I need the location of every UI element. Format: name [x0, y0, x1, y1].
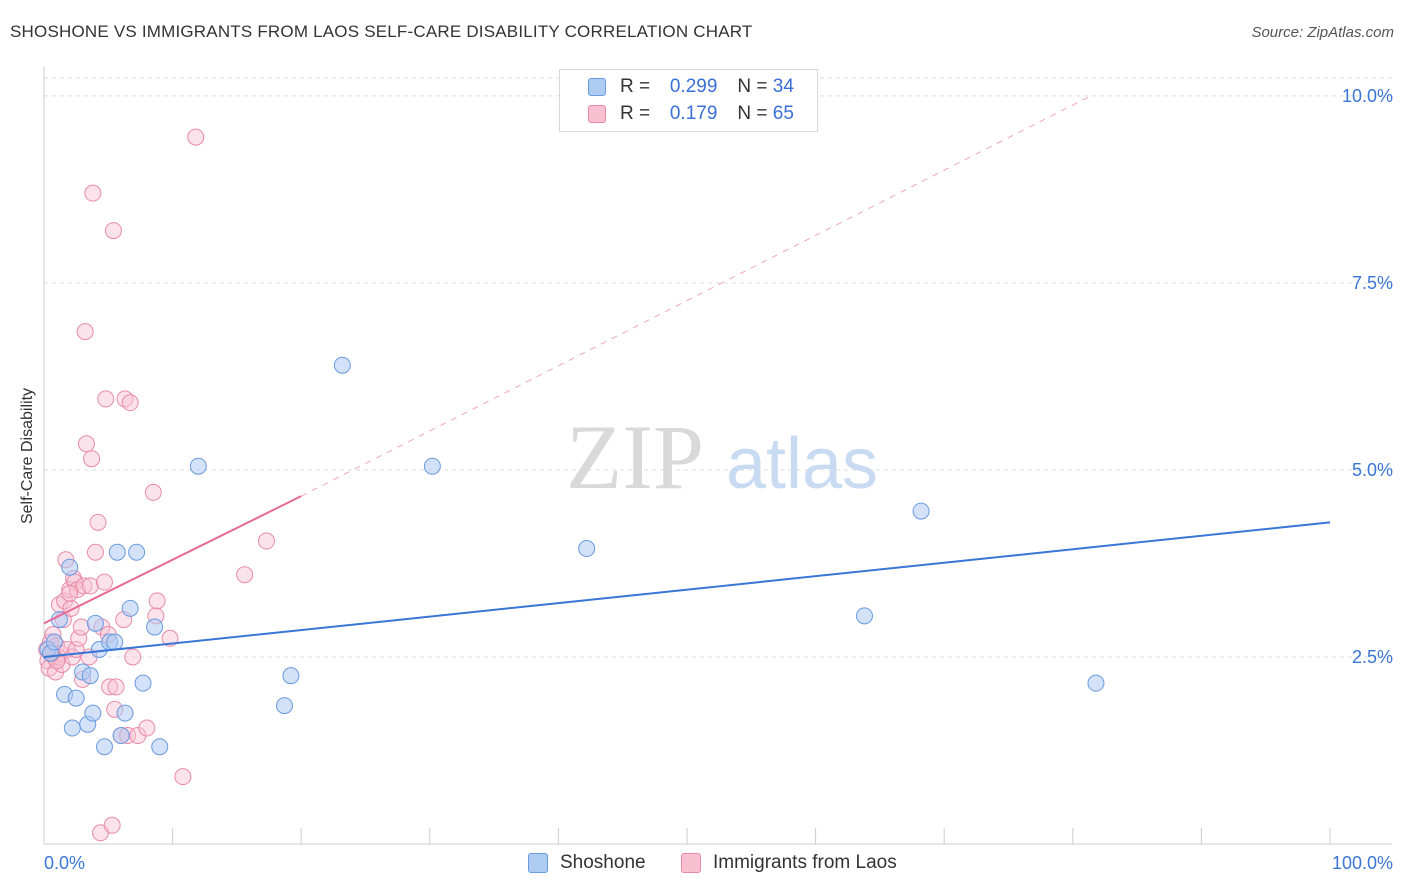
legend-swatch-shoshone: [588, 78, 606, 96]
point-laos: [77, 435, 95, 453]
y-tick-label: 10.0%: [1342, 86, 1393, 106]
point-shoshone: [275, 697, 293, 715]
y-axis-label: Self-Care Disability: [19, 387, 36, 525]
point-shoshone: [106, 633, 124, 651]
point-shoshone: [45, 633, 63, 651]
point-laos: [70, 629, 88, 647]
point-laos: [86, 543, 104, 561]
trend-line-laos-extension: [300, 95, 1092, 497]
series-swatch-laos: [681, 853, 701, 873]
series-swatch-shoshone: [528, 853, 548, 873]
point-laos: [187, 128, 205, 146]
axes: [43, 66, 1392, 845]
x-tick-label: 0.0%: [44, 853, 85, 873]
point-shoshone: [1087, 674, 1105, 692]
tick-labels: 2.5% 5.0% 7.5% 10.0% 0.0% 100.0%: [44, 86, 1393, 873]
point-laos: [174, 768, 192, 786]
point-shoshone: [146, 618, 164, 636]
legend-row-laos: R = 0.179 N = 65: [588, 102, 794, 126]
point-laos: [61, 584, 79, 602]
point-shoshone: [423, 457, 441, 475]
point-shoshone: [121, 599, 139, 617]
point-shoshone: [151, 738, 169, 756]
point-laos: [107, 678, 125, 696]
series-legend-shoshone: Shoshone: [528, 852, 646, 874]
point-shoshone: [61, 558, 79, 576]
point-laos: [104, 222, 122, 240]
point-laos: [236, 566, 254, 584]
stats-legend: R = 0.299 N = 34 R = 0.179 N = 65: [559, 69, 818, 132]
point-shoshone: [63, 719, 81, 737]
point-shoshone: [67, 689, 85, 707]
y-tick-label: 5.0%: [1352, 460, 1393, 480]
legend-n-label: N =: [737, 103, 768, 124]
point-shoshone: [189, 457, 207, 475]
point-shoshone: [578, 540, 596, 558]
y-tick-label: 7.5%: [1352, 273, 1393, 293]
legend-r-label: R =: [620, 103, 651, 124]
chart-title: SHOSHONE VS IMMIGRANTS FROM LAOS SELF-CA…: [10, 22, 753, 41]
point-laos: [75, 577, 93, 595]
point-shoshone: [128, 543, 146, 561]
series-legend: Shoshone Immigrants from Laos: [0, 852, 1406, 878]
point-laos: [84, 184, 102, 202]
point-shoshone: [333, 356, 351, 374]
point-shoshone: [86, 614, 104, 632]
legend-r-value-shoshone: 0.299: [669, 76, 718, 97]
legend-row-shoshone: R = 0.299 N = 34: [588, 75, 794, 99]
point-laos: [76, 323, 94, 341]
trend-line-laos: [43, 495, 302, 625]
series-label-shoshone: Shoshone: [560, 852, 646, 873]
source-label: Source: ZipAtlas.com: [1251, 24, 1394, 41]
point-laos: [257, 532, 275, 550]
point-laos: [72, 618, 90, 636]
point-laos: [124, 648, 142, 666]
series-legend-laos: Immigrants from Laos: [681, 852, 897, 874]
point-shoshone: [84, 704, 102, 722]
point-laos: [101, 678, 119, 696]
point-shoshone: [116, 704, 134, 722]
watermark: ZIP atlas: [566, 406, 878, 508]
watermark-atlas: atlas: [726, 424, 878, 504]
y-tick-label: 2.5%: [1352, 647, 1393, 667]
point-shoshone: [95, 738, 113, 756]
point-shoshone: [108, 543, 126, 561]
x-tick-label: 100.0%: [1332, 853, 1393, 873]
point-laos: [89, 513, 107, 531]
point-laos: [103, 816, 121, 834]
legend-n-label: N =: [737, 76, 768, 97]
point-shoshone: [134, 674, 152, 692]
watermark-zip: ZIP: [566, 406, 704, 508]
point-laos: [148, 592, 166, 610]
point-shoshone: [912, 502, 930, 520]
legend-n-value-laos: 65: [772, 103, 794, 124]
point-laos: [144, 483, 162, 501]
trend-line-shoshone: [43, 521, 1331, 658]
point-shoshone: [282, 667, 300, 685]
point-shoshone: [81, 667, 99, 685]
point-laos: [138, 719, 156, 737]
point-laos: [121, 394, 139, 412]
legend-r-value-laos: 0.179: [669, 103, 718, 124]
legend-r-label: R =: [620, 76, 651, 97]
legend-n-value-shoshone: 34: [772, 76, 794, 97]
point-laos: [81, 577, 99, 595]
point-laos: [161, 629, 179, 647]
point-shoshone: [112, 727, 130, 745]
trend-lines: [43, 95, 1331, 658]
series-label-laos: Immigrants from Laos: [713, 852, 897, 873]
legend-swatch-laos: [588, 105, 606, 123]
point-laos: [97, 390, 115, 408]
point-laos: [95, 573, 113, 591]
data-points: [38, 128, 1105, 842]
point-laos: [83, 450, 101, 468]
point-shoshone: [855, 607, 873, 625]
